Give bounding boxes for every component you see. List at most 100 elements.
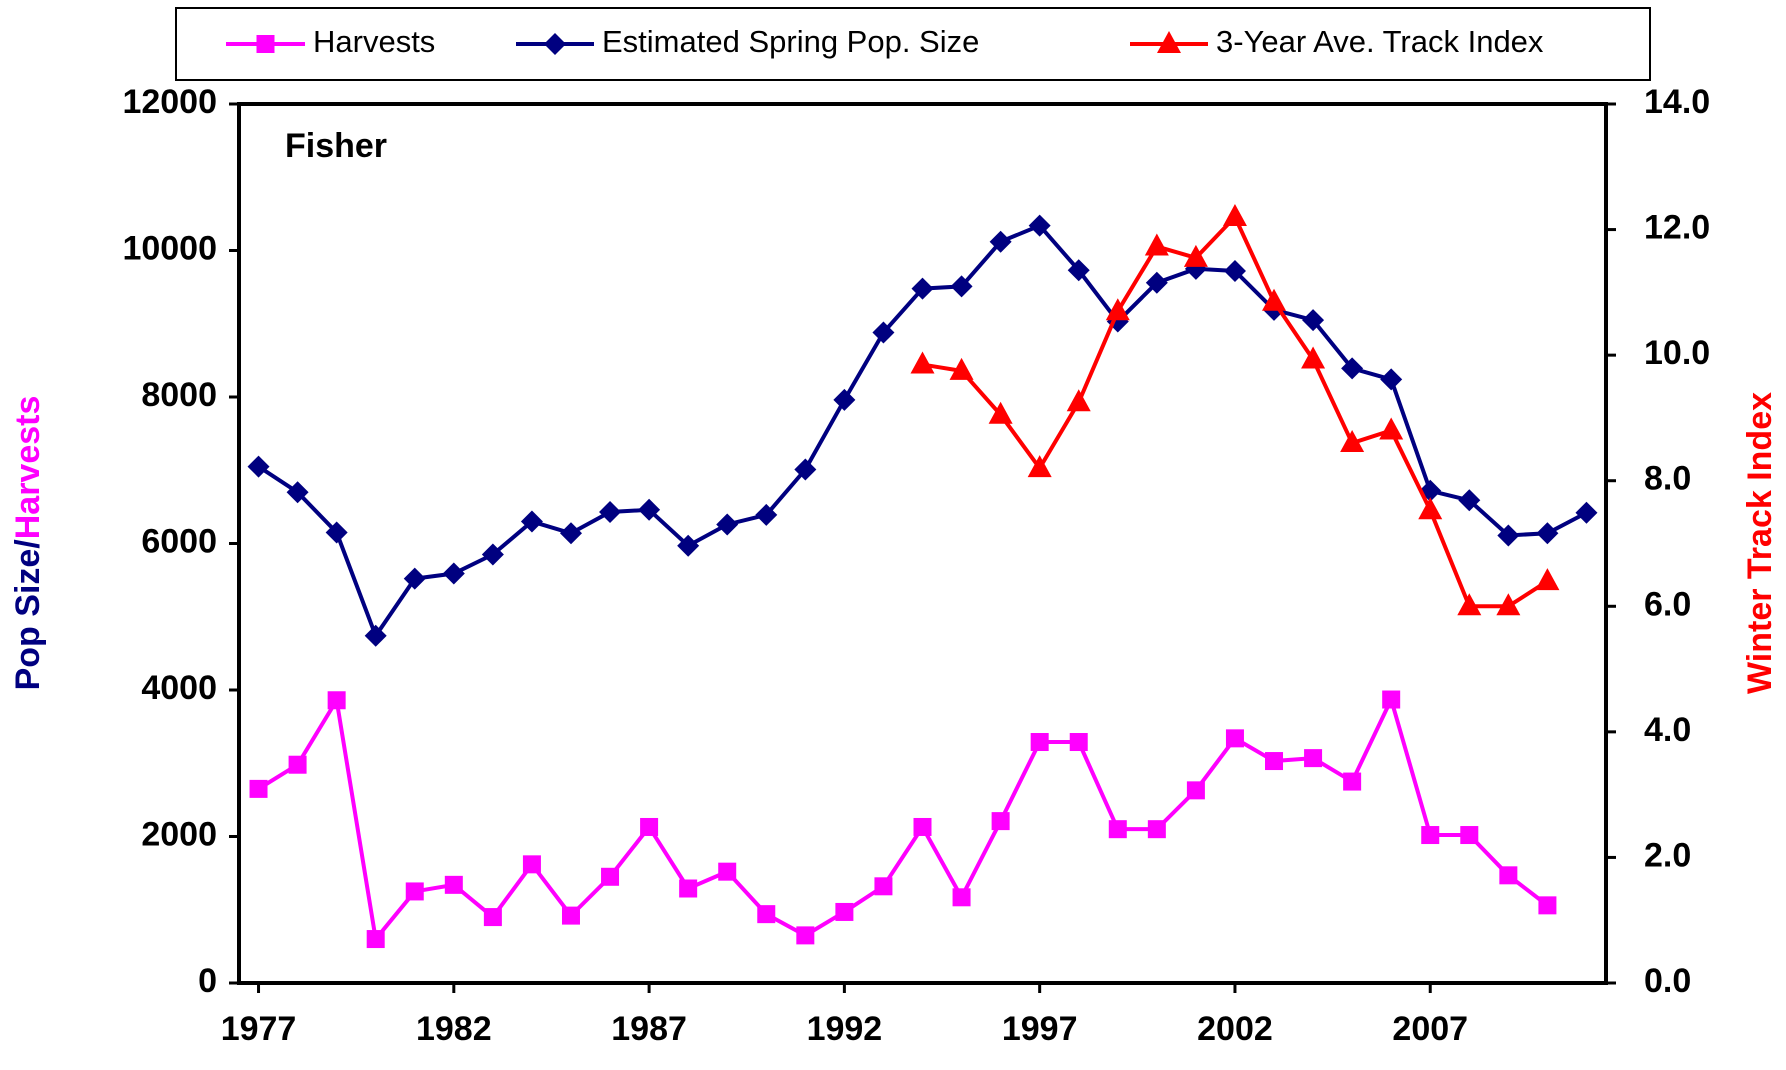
x-tick-label: 1987: [611, 1010, 687, 1048]
marker: [1105, 298, 1130, 321]
x-tick-label: 2002: [1197, 1010, 1273, 1048]
series-line: [257, 693, 1549, 944]
marker: [1457, 593, 1482, 616]
marker: [1108, 820, 1127, 839]
marker: [1538, 896, 1557, 915]
marker: [1418, 497, 1443, 520]
marker: [913, 817, 932, 836]
marker: [1458, 489, 1481, 512]
marker: [1265, 752, 1284, 771]
marker: [1067, 259, 1090, 282]
marker: [325, 521, 348, 544]
x-tick-label: 1977: [221, 1010, 297, 1048]
legend-label: 3-Year Ave. Track Index: [1216, 24, 1544, 59]
marker: [1343, 772, 1362, 791]
marker: [1536, 522, 1559, 545]
marker: [599, 501, 622, 524]
marker: [1341, 357, 1364, 380]
y2-tick-label: 8.0: [1644, 460, 1691, 498]
legend-label: Harvests: [313, 24, 435, 59]
y-tick-label: 12000: [122, 83, 217, 121]
x-tick-label: 1997: [1002, 1010, 1078, 1048]
marker: [716, 513, 739, 536]
marker: [544, 33, 566, 55]
legend-box: [175, 7, 1651, 81]
marker: [991, 812, 1010, 831]
marker: [989, 230, 1012, 253]
marker: [718, 862, 737, 881]
marker: [1225, 729, 1244, 748]
x-tick-label: 2007: [1392, 1010, 1468, 1048]
chart-title: Fisher: [285, 127, 387, 165]
marker: [874, 877, 893, 896]
y2-tick-label: 12.0: [1644, 209, 1710, 247]
marker: [1030, 733, 1049, 752]
marker: [1186, 781, 1205, 800]
marker: [1380, 368, 1403, 391]
marker: [988, 401, 1013, 424]
marker: [327, 691, 346, 710]
marker: [1496, 593, 1521, 616]
y-axis-title-part: Pop Size/: [9, 539, 47, 691]
y-axis-title: Pop Size/Harvests: [9, 396, 47, 691]
y-tick-label: 0: [198, 962, 217, 1000]
marker: [1157, 31, 1181, 53]
marker: [366, 930, 385, 949]
marker: [1302, 309, 1325, 332]
marker: [403, 567, 426, 590]
marker: [1575, 501, 1598, 524]
marker: [1223, 260, 1246, 283]
marker: [1421, 826, 1440, 845]
marker: [794, 458, 817, 481]
marker: [256, 35, 275, 53]
marker: [638, 498, 661, 521]
marker: [640, 817, 659, 836]
marker: [405, 882, 424, 901]
marker: [288, 755, 307, 774]
marker: [442, 562, 465, 585]
marker: [1028, 214, 1051, 237]
marker: [910, 351, 935, 374]
marker: [679, 879, 698, 898]
marker: [1262, 288, 1287, 311]
y-tick-label: 6000: [141, 522, 217, 560]
y-tick-label: 8000: [141, 376, 217, 414]
marker: [1183, 244, 1208, 267]
x-tick-label: 1992: [807, 1010, 883, 1048]
marker: [1222, 204, 1247, 227]
marker: [522, 855, 541, 874]
marker: [1499, 866, 1518, 885]
y2-axis-title: Winter Track Index: [1741, 392, 1779, 694]
legend-label: Estimated Spring Pop. Size: [602, 24, 979, 59]
y2-tick-label: 0.0: [1644, 962, 1691, 1000]
marker: [1497, 524, 1520, 547]
marker: [364, 624, 387, 647]
y-tick-label: 10000: [122, 229, 217, 267]
marker: [286, 481, 309, 504]
marker: [757, 905, 776, 924]
marker: [950, 275, 973, 298]
marker: [1460, 826, 1479, 845]
marker: [755, 503, 778, 526]
marker: [520, 510, 543, 533]
marker: [1301, 346, 1326, 369]
y2-tick-label: 10.0: [1644, 334, 1710, 372]
marker: [1145, 271, 1168, 294]
marker: [1304, 749, 1323, 768]
marker: [249, 779, 268, 798]
marker: [677, 534, 700, 557]
marker: [1147, 820, 1166, 839]
marker: [1066, 389, 1091, 412]
marker: [601, 867, 620, 886]
marker: [1379, 417, 1404, 440]
marker: [833, 388, 856, 411]
y-tick-label: 4000: [141, 669, 217, 707]
y2-tick-label: 14.0: [1644, 83, 1710, 121]
marker: [444, 875, 463, 894]
marker: [872, 321, 895, 344]
y2-tick-label: 6.0: [1644, 585, 1691, 623]
marker: [1382, 690, 1401, 709]
marker: [835, 902, 854, 921]
y2-tick-label: 2.0: [1644, 836, 1691, 874]
